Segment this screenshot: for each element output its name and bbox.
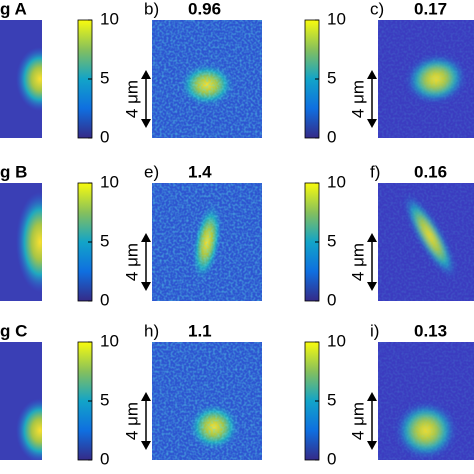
image-noise xyxy=(378,20,474,138)
image-blob xyxy=(16,398,42,460)
colorbar-tick-label: 0 xyxy=(100,290,109,309)
colorbar-tick-label: 0 xyxy=(327,127,336,146)
colorbar-tick-label: 5 xyxy=(100,68,109,87)
colorbar-tick-label: 5 xyxy=(327,68,336,87)
panel-label: g B xyxy=(0,162,27,181)
panel-label: g A xyxy=(0,0,27,18)
panel-value: 0.13 xyxy=(414,321,447,340)
panel-label: g C xyxy=(0,321,27,340)
image-noise xyxy=(378,183,474,301)
panel-letter: e) xyxy=(144,162,159,181)
image-blob xyxy=(16,192,42,292)
panel-letter: h) xyxy=(144,321,159,340)
image xyxy=(378,183,474,301)
image xyxy=(378,20,474,138)
image xyxy=(378,342,474,460)
panel-letter: b) xyxy=(144,0,159,18)
scale-label: 4 μm xyxy=(122,402,141,440)
colorbar-tick-label: 0 xyxy=(327,449,336,468)
colorbar-tick-label: 10 xyxy=(100,9,119,28)
image-noise xyxy=(378,342,474,460)
colorbar-tick-label: 10 xyxy=(100,331,119,350)
colorbar-tick-label: 10 xyxy=(100,172,119,191)
panel-letter: f) xyxy=(370,162,380,181)
scale-label: 4 μm xyxy=(348,243,367,281)
scale-label: 4 μm xyxy=(348,80,367,118)
image xyxy=(152,20,262,138)
colorbar-tick-label: 0 xyxy=(100,449,109,468)
colorbar-tick-label: 5 xyxy=(100,390,109,409)
colorbar-tick-label: 5 xyxy=(327,390,336,409)
scale-label: 4 μm xyxy=(122,80,141,118)
panel-value: 0.16 xyxy=(414,162,447,181)
panel-value: 1.4 xyxy=(188,162,212,181)
panel-value: 1.1 xyxy=(188,321,212,340)
panel-row: g B 0 5 10 e) 1.4 4 μm 0 5 10 f) 0.16 4 μm xyxy=(0,162,474,309)
scale-label: 4 μm xyxy=(348,402,367,440)
image-noise xyxy=(152,342,262,460)
image-blob xyxy=(16,47,42,111)
image xyxy=(152,183,262,301)
panel-value: 0.96 xyxy=(188,0,221,18)
colorbar-tick-label: 5 xyxy=(327,231,336,250)
image xyxy=(152,342,262,460)
colorbar-tick-label: 10 xyxy=(327,331,346,350)
panel-row: g A 0 5 10 b) 0.96 4 μm 0 5 10 c) 0.17 4 μm xyxy=(0,0,474,146)
panel-row: g C 0 5 10 h) 1.1 4 μm 0 5 10 i) 0.13 4 μm xyxy=(0,321,474,468)
colorbar-tick-label: 10 xyxy=(327,172,346,191)
colorbar-tick-label: 0 xyxy=(327,290,336,309)
panel-value: 0.17 xyxy=(414,0,447,18)
colorbar-tick-label: 10 xyxy=(327,9,346,28)
scale-label: 4 μm xyxy=(122,243,141,281)
colorbar-tick-label: 0 xyxy=(100,127,109,146)
panel-letter: i) xyxy=(370,321,379,340)
image-noise xyxy=(152,183,262,301)
colorbar-tick-label: 5 xyxy=(100,231,109,250)
panel-letter: c) xyxy=(370,0,384,18)
image-noise xyxy=(152,20,262,138)
